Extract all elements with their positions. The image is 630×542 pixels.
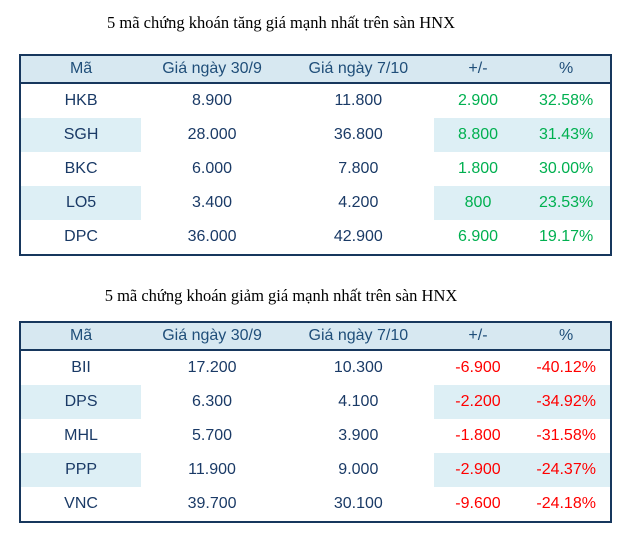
stock-code-cell: LO5 xyxy=(20,186,142,220)
change-cell: -6.900 xyxy=(455,359,501,376)
change-cell: 2.900 xyxy=(457,92,499,109)
gainers-table-body: HKB 8.900 11.800 2.900 32.58% SGH 28.000 36.800… xyxy=(20,83,611,255)
table-row: HKB 8.900 11.800 2.900 32.58% xyxy=(20,83,611,118)
change-cell: 6.900 xyxy=(457,228,499,245)
price-710-cell: 36.800 xyxy=(333,126,383,143)
price-309-cell: 36.000 xyxy=(187,228,237,245)
price-710-cell: 42.900 xyxy=(333,228,383,245)
stock-code-cell: VNC xyxy=(64,495,98,512)
percent-cell: -24.18% xyxy=(536,495,596,512)
col-header-change: +/- xyxy=(433,322,523,351)
change-cell: 800 xyxy=(433,186,523,220)
stock-code-cell: BII xyxy=(71,359,91,376)
percent-cell: 23.53% xyxy=(522,186,611,220)
price-309-cell: 11.900 xyxy=(188,461,236,478)
table-row: MHL 5.700 3.900 -1.800 -31.58% xyxy=(20,419,611,453)
percent-cell: 30.00% xyxy=(539,160,594,177)
stock-code-cell: HKB xyxy=(64,92,98,109)
price-309-cell: 28.000 xyxy=(187,126,237,143)
table-row: LO5 3.400 4.200 800 23.53% xyxy=(20,186,611,220)
stock-code-cell: MHL xyxy=(64,427,98,444)
price-309-cell: 17.200 xyxy=(187,359,237,376)
change-cell: -9.600 xyxy=(455,495,501,512)
col-header-price-309: Giá ngày 30/9 xyxy=(141,55,283,84)
stock-code-cell: DPC xyxy=(64,228,98,245)
change-cell: 8.800 xyxy=(433,118,523,152)
price-710-cell: 3.900 xyxy=(338,427,379,444)
price-710-cell: 11.800 xyxy=(334,92,383,109)
price-710-cell: 9.000 xyxy=(338,461,379,478)
change-cell: -2.200 xyxy=(433,385,523,419)
price-309-cell: 6.000 xyxy=(192,160,233,177)
percent-cell: 19.17% xyxy=(539,228,594,245)
col-header-percent: % xyxy=(522,55,611,84)
price-309-cell: 3.400 xyxy=(192,194,233,211)
col-header-change: +/- xyxy=(433,55,523,84)
table-row: DPS 6.300 4.100 -2.200 -34.92% xyxy=(20,385,611,419)
change-cell: 1.800 xyxy=(457,160,499,177)
col-header-percent: % xyxy=(522,322,611,351)
gainers-table: Mã Giá ngày 30/9 Giá ngày 7/10 +/- % HKB… xyxy=(19,54,612,256)
price-710-cell: 30.100 xyxy=(333,495,383,512)
losers-table: Mã Giá ngày 30/9 Giá ngày 7/10 +/- % BII… xyxy=(19,321,612,523)
change-cell: -1.800 xyxy=(455,427,501,444)
price-309-cell: 5.700 xyxy=(192,427,233,444)
price-710-cell: 4.100 xyxy=(338,393,379,410)
percent-cell: 31.43% xyxy=(522,118,611,152)
percent-cell: -34.92% xyxy=(522,385,611,419)
gainers-header-row: Mã Giá ngày 30/9 Giá ngày 7/10 +/- % xyxy=(20,55,611,84)
percent-cell: -40.12% xyxy=(536,359,596,376)
col-header-code: Mã xyxy=(20,55,142,84)
gainers-section: 5 mã chứng khoán tăng giá mạnh nhất trên… xyxy=(0,12,630,256)
price-309-cell: 39.700 xyxy=(187,495,237,512)
price-710-cell: 10.300 xyxy=(333,359,383,376)
percent-cell: 32.58% xyxy=(539,92,594,109)
stock-code-cell: SGH xyxy=(20,118,142,152)
col-header-price-309: Giá ngày 30/9 xyxy=(141,322,283,351)
price-710-cell: 7.800 xyxy=(338,160,379,177)
change-cell: -2.900 xyxy=(433,453,523,487)
price-309-cell: 8.900 xyxy=(192,92,233,109)
page: 5 mã chứng khoán tăng giá mạnh nhất trên… xyxy=(0,12,630,523)
table-row: SGH 28.000 36.800 8.800 31.43% xyxy=(20,118,611,152)
col-header-price-710: Giá ngày 7/10 xyxy=(282,55,434,84)
losers-section: 5 mã chứng khoán giảm giá mạnh nhất trên… xyxy=(0,285,630,523)
losers-table-title: 5 mã chứng khoán giảm giá mạnh nhất trên… xyxy=(104,286,458,305)
price-710-cell: 4.200 xyxy=(338,194,379,211)
losers-header-row: Mã Giá ngày 30/9 Giá ngày 7/10 +/- % xyxy=(20,322,611,351)
price-309-cell: 6.300 xyxy=(192,393,233,410)
percent-cell: -24.37% xyxy=(522,453,611,487)
table-row: VNC 39.700 30.100 -9.600 -24.18% xyxy=(20,487,611,522)
col-header-price-710: Giá ngày 7/10 xyxy=(282,322,434,351)
stock-code-cell: DPS xyxy=(20,385,142,419)
percent-cell: -31.58% xyxy=(536,427,596,444)
table-row: BKC 6.000 7.800 1.800 30.00% xyxy=(20,152,611,186)
table-row: DPC 36.000 42.900 6.900 19.17% xyxy=(20,220,611,255)
stock-code-cell: BKC xyxy=(64,160,98,177)
table-row: BII 17.200 10.300 -6.900 -40.12% xyxy=(20,350,611,385)
table-row: PPP 11.900 9.000 -2.900 -24.37% xyxy=(20,453,611,487)
gainers-table-title: 5 mã chứng khoán tăng giá mạnh nhất trên… xyxy=(106,13,456,32)
col-header-code: Mã xyxy=(20,322,142,351)
losers-table-body: BII 17.200 10.300 -6.900 -40.12% DPS 6.300 4.10… xyxy=(20,350,611,522)
stock-code-cell: PPP xyxy=(20,453,142,487)
